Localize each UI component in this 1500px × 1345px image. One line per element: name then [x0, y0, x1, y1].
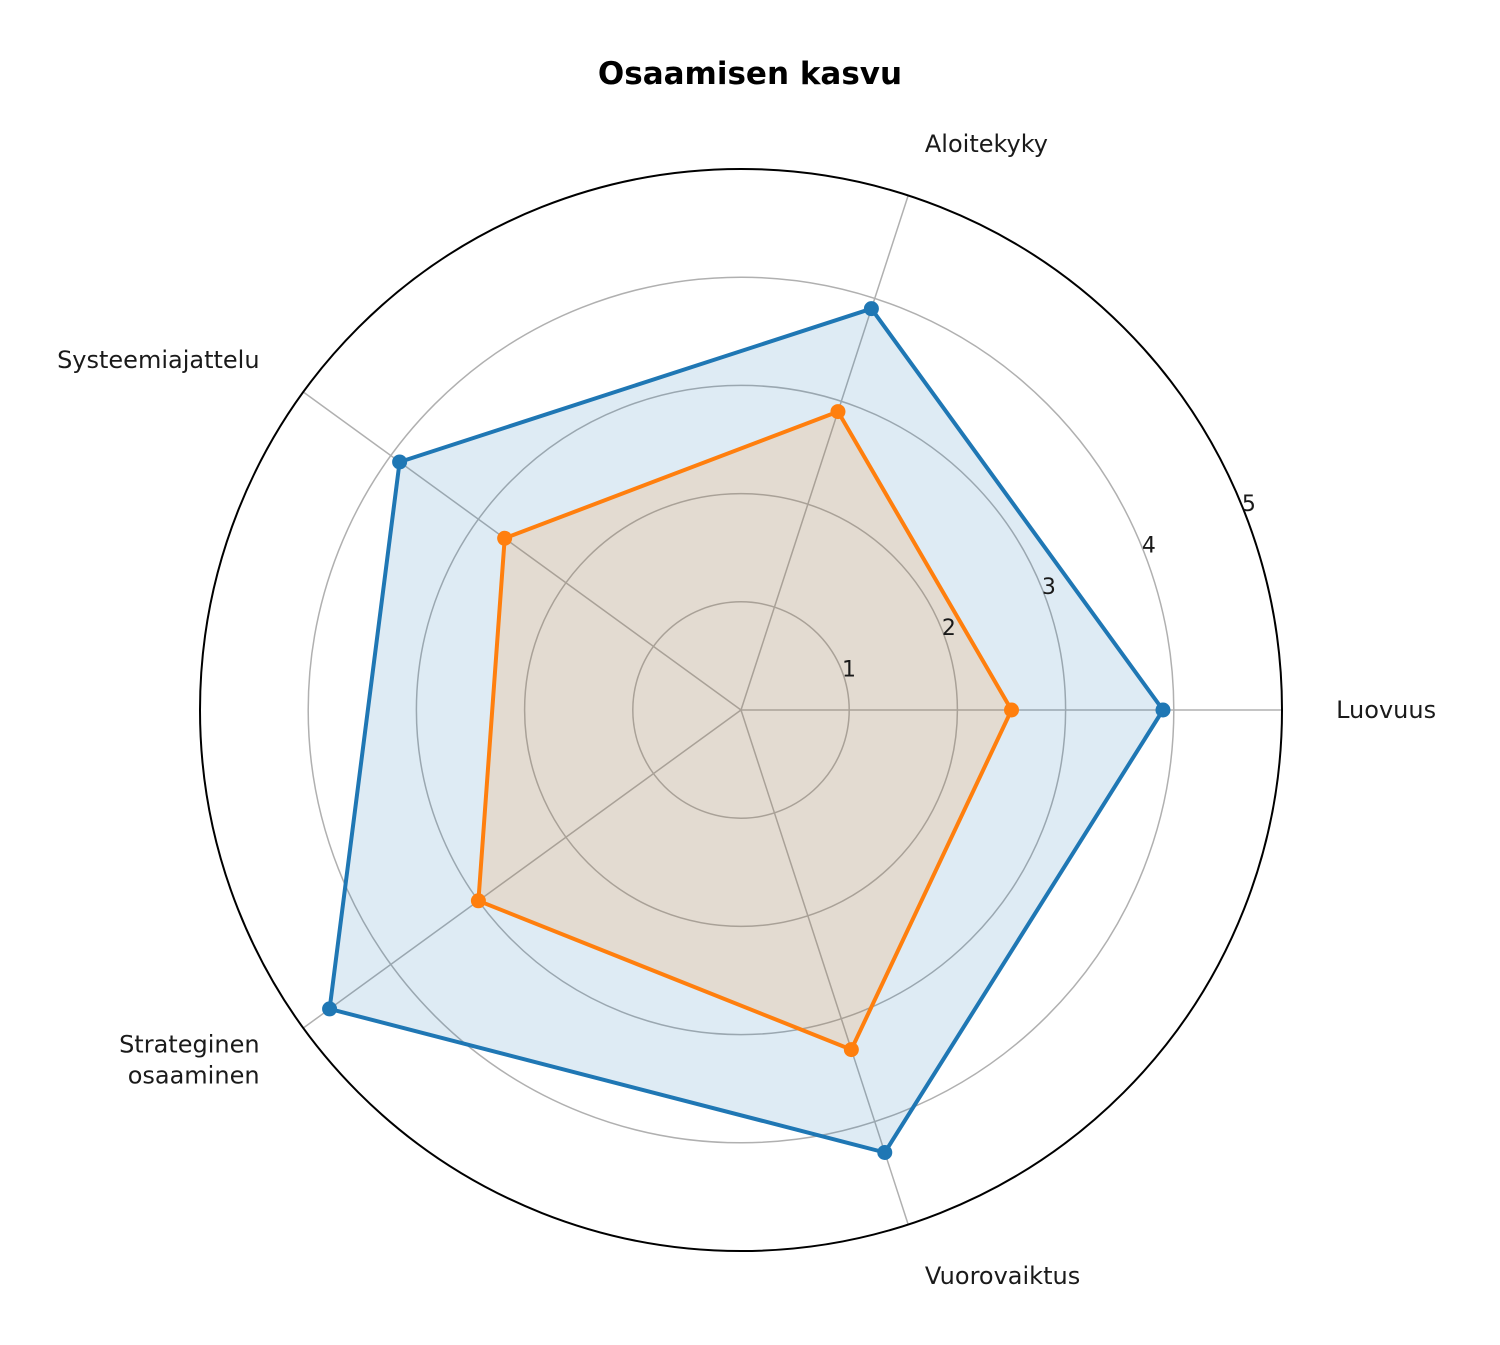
axis-label-line: Luovuus: [1336, 696, 1436, 724]
spoke-3: [302, 391, 742, 711]
axis-label-line: Strateginen: [119, 1030, 259, 1058]
series-1-area: [329, 308, 1164, 1153]
axis-label-1: Luovuus: [1336, 696, 1436, 724]
axis-label-line: Aloitekyky: [925, 130, 1048, 158]
grid-circle-3: [415, 384, 1067, 1036]
outer-frame: [199, 168, 1283, 1252]
axis-label-3: Systeemiajattelu: [57, 346, 259, 374]
radial-tick-labels: 1 2 3 4 5: [842, 492, 1256, 683]
series-1-point-2: [863, 301, 879, 317]
series-1-line: [327, 306, 1165, 1155]
axis-label-5: Vuorovaiktus: [925, 1262, 1080, 1290]
series-2-point-4: [470, 893, 486, 909]
radial-tick-1: 1: [842, 658, 856, 683]
radial-tick-2: 2: [942, 616, 956, 641]
radial-tick-5: 5: [1242, 492, 1256, 517]
spoke-4: [302, 709, 742, 1029]
series-2-line: [476, 409, 1014, 1052]
series-2-point-3: [497, 530, 513, 546]
series-1-point-5: [877, 1144, 893, 1160]
axis-label-line: Vuorovaiktus: [925, 1262, 1080, 1290]
spoke-2: [740, 195, 909, 711]
grid-circle-1: [632, 601, 850, 819]
grid-circle-4: [307, 276, 1175, 1144]
spoke-5: [740, 709, 909, 1225]
axis-labels: Luovuus Aloitekyky Systeemiajattelu Strateg…: [57, 130, 1436, 1290]
series-1-point-4: [322, 1001, 338, 1017]
radar-grid: [199, 168, 1283, 1252]
axis-label-4: Strateginen osaaminen: [119, 1030, 259, 1089]
grid-circle-2: [523, 492, 959, 928]
axis-label-2: Aloitekyky: [925, 130, 1048, 158]
axis-label-line: Systeemiajattelu: [57, 346, 259, 374]
series-1-point-1: [1155, 702, 1171, 718]
series-2-area: [478, 411, 1012, 1050]
radial-tick-4: 4: [1142, 533, 1156, 558]
series-2-point-5: [843, 1042, 859, 1058]
series-2-point-1: [1004, 702, 1019, 718]
chart-title: Osaamisen kasvu: [598, 56, 902, 92]
series-2-point-2: [830, 404, 846, 420]
axis-label-line: osaaminen: [128, 1061, 260, 1089]
radial-tick-3: 3: [1042, 575, 1056, 600]
series-layer: [322, 301, 1171, 1160]
series-1-point-3: [392, 454, 408, 470]
